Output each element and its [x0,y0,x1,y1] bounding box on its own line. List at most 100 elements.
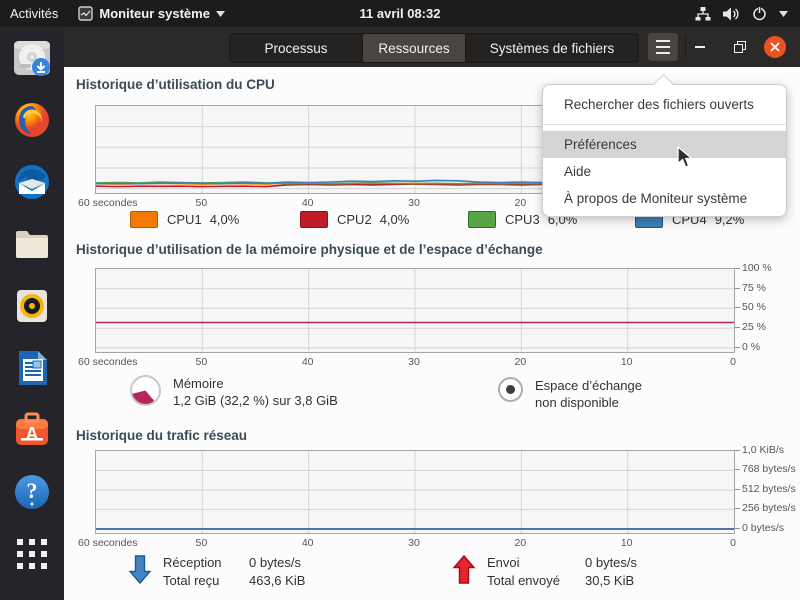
tab-ressources[interactable]: Ressources [363,34,466,62]
network-section-title: Historique du trafic réseau [76,428,248,443]
close-icon [770,42,780,52]
x-axis-label: 0 [730,356,736,368]
chevron-down-icon [779,10,788,17]
ubuntu-software-icon[interactable]: A [8,406,56,454]
axis-tick [735,450,740,451]
x-axis-label: 30 [408,537,420,549]
thunderbird-icon[interactable] [8,158,56,206]
restore-icon [734,41,746,53]
y-axis-label: 100 % [742,262,772,274]
menu-item-preferences[interactable]: Préférences [543,131,786,158]
x-axis-label: 40 [301,356,314,368]
cpu1-swatch [130,211,158,228]
y-axis-label: 0 bytes/s [742,521,785,534]
memory-legend: Mémoire 1,2 GiB (32,2 %) sur 3,8 GiB [130,375,338,409]
volume-icon [723,7,739,20]
cpu2-swatch [300,211,328,228]
axis-tick [735,307,740,308]
cpu-section-title: Historique d’utilisation du CPU [76,77,275,92]
hamburger-menu-popup: Rechercher des fichiers ouverts Préféren… [542,73,787,217]
axis-tick [735,489,740,490]
x-axis-label: 60 secondes [78,356,138,368]
download-arrow-icon [128,555,152,585]
y-axis-label: 0 % [742,340,761,353]
system-monitor-window: Processus Ressources Systèmes de fichier… [64,27,800,600]
system-monitor-app-icon [78,6,94,21]
activities-button[interactable]: Activités [0,0,68,27]
y-axis-label: 256 bytes/s [742,502,796,515]
network-chart [95,450,735,534]
hamburger-menu-button[interactable] [648,33,678,61]
axis-tick [735,268,740,269]
x-axis-label: 10 [620,537,633,549]
menu-item-help[interactable]: Aide [564,164,592,179]
cpu2-legend: CPU2 4,0% [300,211,409,228]
axis-tick [735,347,740,348]
header-bar: Processus Ressources Systèmes de fichier… [64,27,800,68]
memory-section-title: Historique d’utilisation de la mémoire p… [76,242,543,257]
mouse-cursor [677,146,694,168]
x-axis-label: 20 [514,356,527,368]
minimize-button[interactable] [689,36,711,58]
tab-processus[interactable]: Processus [230,34,363,62]
y-axis-label: 25 % [742,321,766,334]
axis-tick [735,528,740,529]
x-axis-label: 30 [408,356,420,368]
x-axis-label: 20 [514,197,527,209]
swap-legend: Espace d’échange non disponible [498,377,642,411]
receive-legend: Réception Total reçu 0 bytes/s 463,6 KiB [128,554,305,590]
upload-arrow-icon [452,554,476,584]
files-icon[interactable] [8,220,56,268]
system-status-area[interactable] [687,0,796,27]
help-icon[interactable]: ? [8,468,56,516]
x-axis-label: 50 [195,537,208,549]
resources-view: Historique d’utilisation du CPU CPU1 4,0%… [64,67,800,600]
axis-tick [735,469,740,470]
app-menu-label: Moniteur système [99,6,210,21]
app-menu-button[interactable]: Moniteur système [68,0,235,27]
network-wired-icon [695,6,711,20]
disk-utility-icon[interactable] [8,34,56,82]
memory-chart [95,268,735,353]
swap-icon [498,377,523,402]
chevron-down-icon [215,10,225,17]
y-axis-label: 512 bytes/s [742,482,796,495]
x-axis-label: 30 [408,197,420,209]
axis-tick [735,327,740,328]
show-applications-icon[interactable] [8,530,56,578]
x-axis-label: 10 [620,356,633,368]
firefox-icon[interactable] [8,96,56,144]
x-axis-label: 50 [195,356,208,368]
x-axis-label: 50 [195,197,208,209]
tab-systemes-de-fichiers[interactable]: Systèmes de fichiers [489,40,615,56]
restore-button[interactable] [729,36,751,58]
y-axis-label: 768 bytes/s [742,463,796,476]
svg-text:A: A [26,424,39,444]
x-axis-label: 60 secondes [78,537,138,549]
x-axis-label: 60 secondes [78,197,138,209]
x-axis-label: 40 [301,197,314,209]
svg-text:?: ? [27,478,38,503]
y-axis-label: 50 % [742,301,766,314]
cpu1-legend: CPU1 4,0% [130,211,239,228]
menu-item-search-open-files[interactable]: Rechercher des fichiers ouverts [564,97,754,112]
dock: A ? [0,27,64,600]
send-legend: Envoi Total envoyé 0 bytes/s 30,5 KiB [452,554,637,590]
y-axis-label: 1,0 KiB/s [742,444,785,456]
menu-item-about[interactable]: À propos de Moniteur système [564,191,748,206]
power-icon [753,6,766,21]
libreoffice-writer-icon[interactable] [8,344,56,392]
x-axis-label: 40 [301,537,314,549]
close-button[interactable] [764,36,786,58]
x-axis-label: 20 [514,537,527,549]
memory-pie-icon [130,375,161,406]
y-axis-label: 75 % [742,281,766,294]
headerbar-separator [685,36,686,58]
rhythmbox-icon[interactable] [8,282,56,330]
view-switcher: Processus Ressources Systèmes de fichier… [229,33,639,63]
top-bar: Activités Moniteur système 11 avril 08:3… [0,0,800,27]
cpu3-swatch [468,211,496,228]
axis-tick [735,508,740,509]
menu-separator [543,124,786,125]
